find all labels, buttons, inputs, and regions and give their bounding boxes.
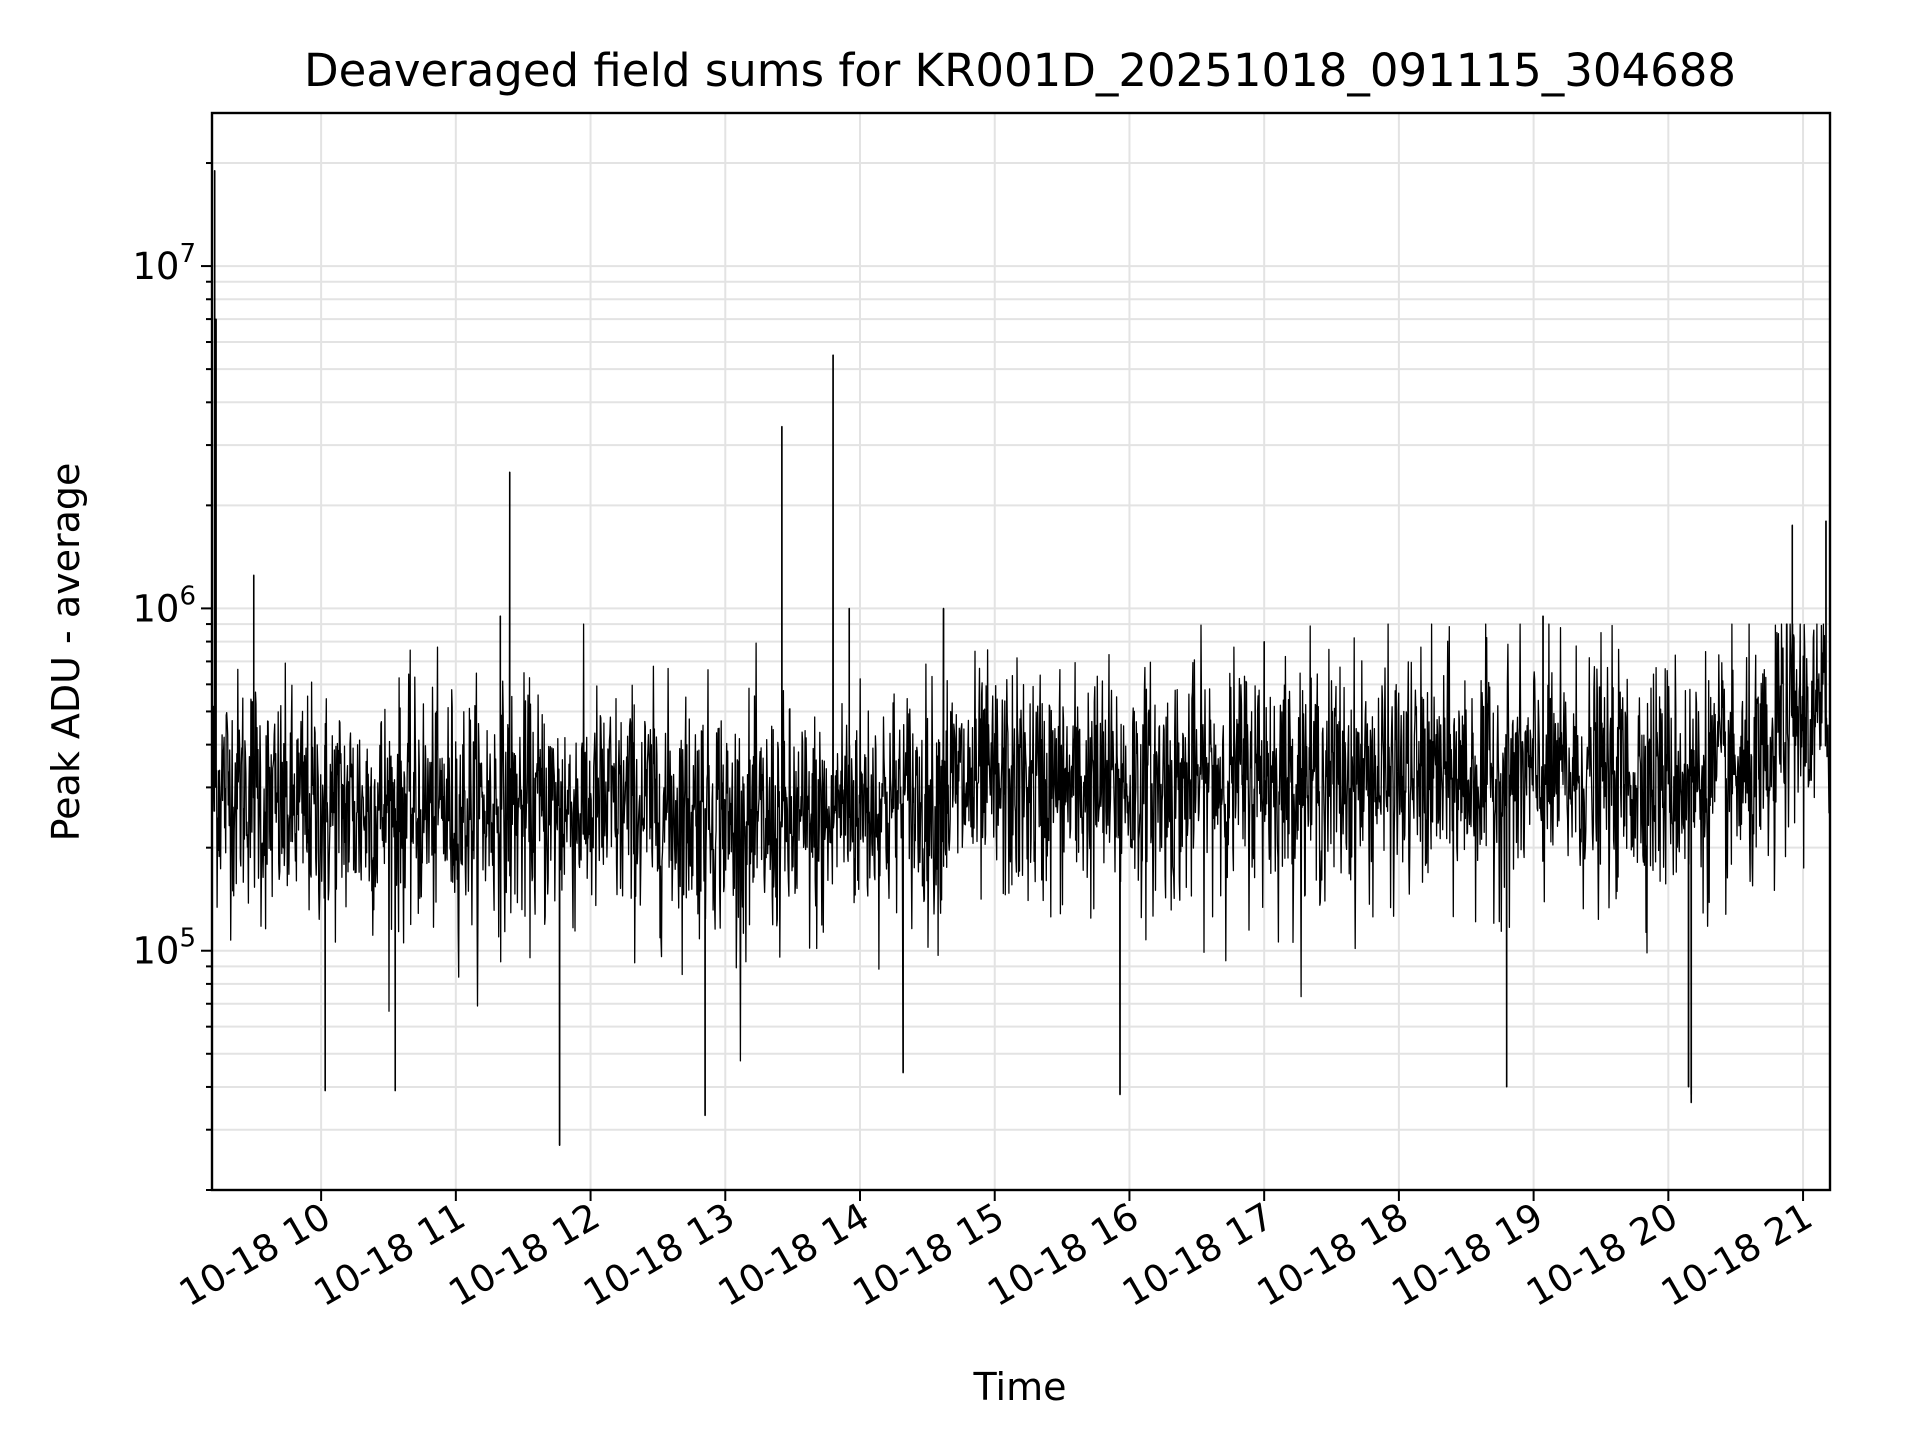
- x-tick-label: 10-18 20: [1519, 1195, 1685, 1315]
- plot-frame: [210, 111, 1832, 1192]
- y-tick-base: 10: [132, 930, 179, 973]
- x-tick-label: 10-18 17: [1115, 1195, 1281, 1315]
- y-tick-exponent: 7: [179, 239, 196, 269]
- x-axis-label: Time: [973, 1365, 1067, 1409]
- series-line: [211, 169, 1831, 1147]
- y-tick-exponent: 6: [179, 581, 196, 611]
- x-tick-label: 10-18 14: [711, 1195, 877, 1315]
- y-tick-label: 105: [132, 924, 196, 973]
- x-tick-label: 10-18 18: [1250, 1195, 1416, 1315]
- x-tick-label: 10-18 13: [576, 1195, 742, 1315]
- y-tick-base: 10: [132, 587, 179, 630]
- y-tick-base: 10: [132, 245, 179, 288]
- x-tick-label: 10-18 15: [846, 1195, 1012, 1315]
- grid-lines: [212, 113, 1830, 1191]
- x-tick-label: 10-18 11: [307, 1195, 473, 1315]
- series-path: [211, 169, 1831, 1147]
- x-tick-label: 10-18 21: [1654, 1195, 1820, 1315]
- y-tick-exponent: 5: [179, 924, 196, 954]
- y-tick-label: 107: [132, 239, 196, 288]
- x-tick-label: 10-18 16: [980, 1195, 1146, 1315]
- x-tick-label: 10-18 12: [441, 1195, 607, 1315]
- y-axis-label: Peak ADU - average: [44, 463, 88, 842]
- y-tick-label: 106: [132, 581, 196, 630]
- x-tick-label: 10-18 10: [172, 1195, 338, 1315]
- chart-title: Deaveraged field sums for KR001D_2025101…: [304, 44, 1736, 97]
- x-tick-label: 10-18 19: [1385, 1195, 1551, 1315]
